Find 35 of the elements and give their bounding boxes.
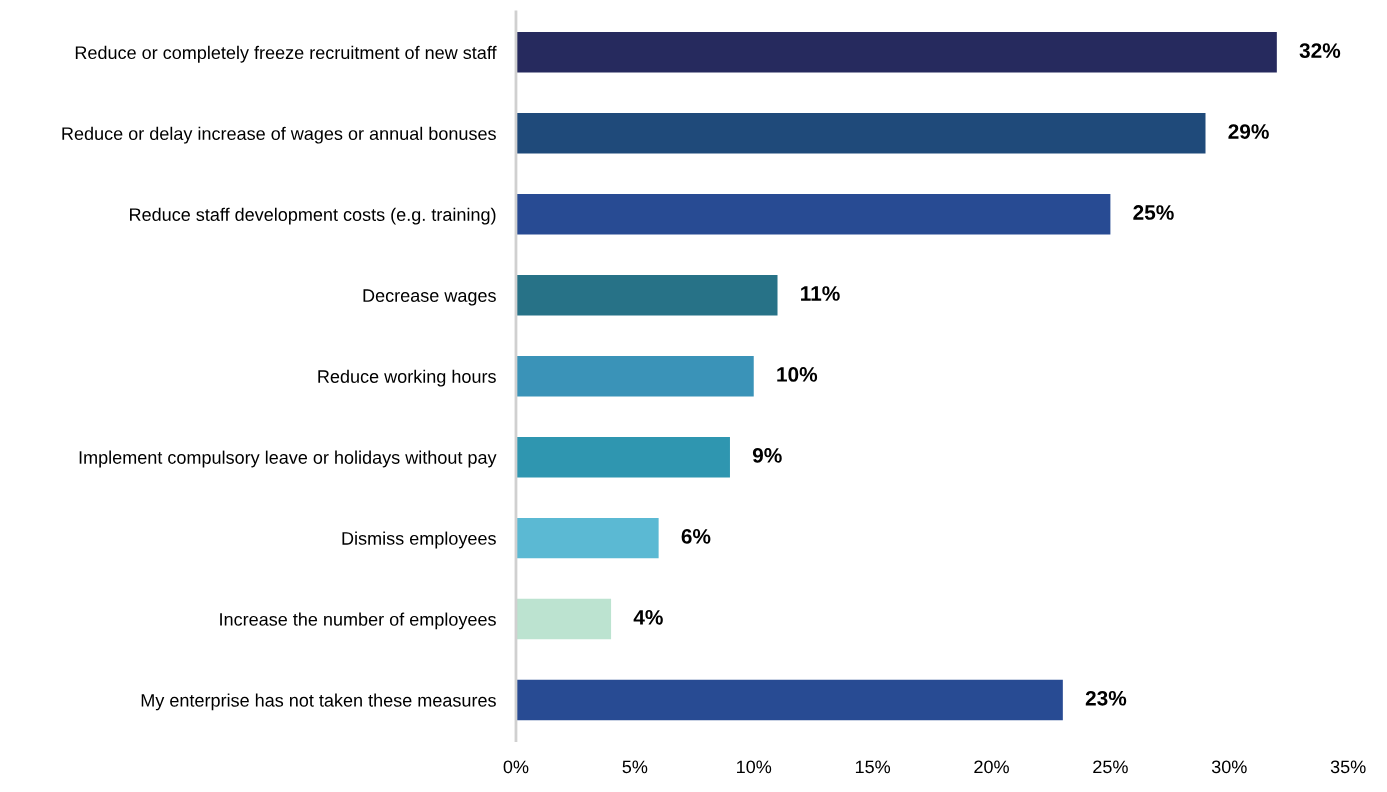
y-tick-label: Dismiss employees [342, 531, 496, 549]
data-label: 4% [633, 609, 663, 625]
y-tick-label: Reduce or delay increase of wages or annual bonuses [62, 126, 496, 144]
data-label: 10% [777, 367, 818, 382]
y-tick-label: Reduce staff development costs (e.g. training) [130, 207, 496, 225]
x-tick-label: 5% [622, 760, 648, 774]
y-tick-label: Reduce or completely freeze recruitment of new staff [75, 45, 497, 63]
x-tick-label: 25% [1093, 760, 1128, 774]
data-label: 11% [801, 286, 840, 301]
bar [515, 355, 754, 397]
y-tick-label: Reduce working hours [318, 369, 496, 387]
bar [515, 194, 1111, 235]
data-label: 25% [1133, 205, 1174, 220]
y-tick-label: Increase the number of employees [220, 612, 496, 630]
x-tick-label: 20% [974, 760, 1009, 774]
x-tick-label: 0% [503, 760, 529, 774]
y-tick-label: Implement compulsory leave or holidays without pay [79, 450, 497, 468]
data-label: 23% [1085, 690, 1127, 706]
x-tick-label: 15% [855, 760, 891, 774]
y-tick-label: Decrease wages [363, 289, 496, 306]
x-tick-label: 35% [1330, 760, 1366, 774]
bar [515, 517, 659, 559]
x-tick-label: 30% [1211, 760, 1247, 774]
bar [515, 32, 1277, 73]
bar [515, 679, 1063, 721]
bar [515, 275, 778, 316]
x-tick-label: 10% [737, 760, 772, 774]
bar [515, 113, 1206, 154]
data-label: 9% [752, 448, 782, 463]
bar [515, 436, 730, 478]
bar [515, 598, 612, 640]
y-tick-label: My enterprise has not taken these measures [141, 693, 496, 711]
data-label: 32% [1299, 43, 1341, 58]
data-label: 6% [681, 528, 711, 544]
data-label: 29% [1228, 124, 1269, 139]
